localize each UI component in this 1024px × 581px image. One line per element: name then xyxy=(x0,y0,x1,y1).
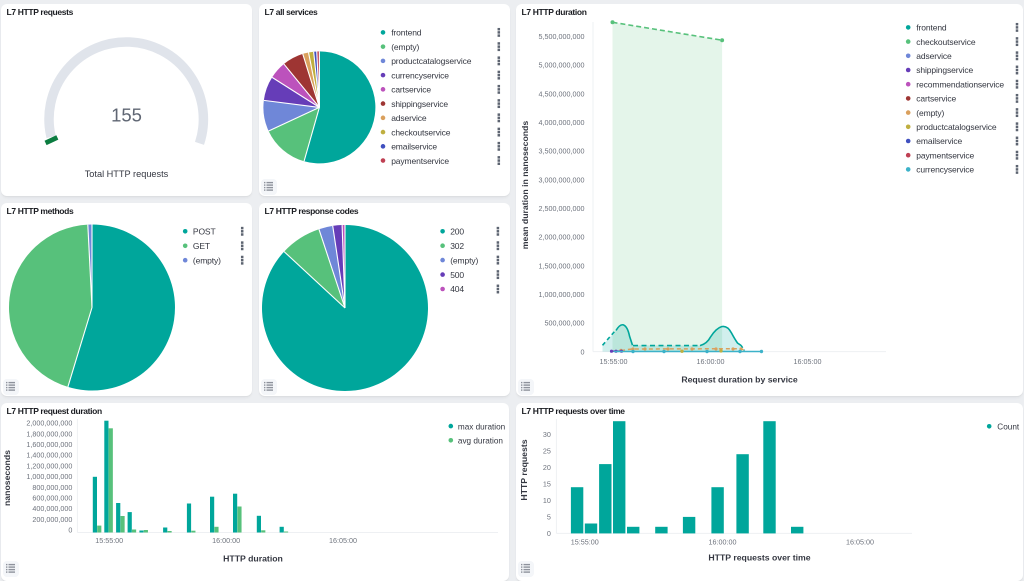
svg-text:frontend: frontend xyxy=(916,23,947,33)
svg-text:GET: GET xyxy=(193,241,210,251)
svg-text:600,000,000: 600,000,000 xyxy=(32,494,72,503)
svg-text:15:55:00: 15:55:00 xyxy=(95,536,123,545)
svg-text:productcatalogservice: productcatalogservice xyxy=(916,122,997,132)
svg-text:1,800,000,000: 1,800,000,000 xyxy=(26,429,72,438)
svg-text:16:00:00: 16:00:00 xyxy=(212,536,240,545)
svg-text:15: 15 xyxy=(543,480,551,489)
svg-text:HTTP requests: HTTP requests xyxy=(519,439,529,500)
svg-text:cartservice: cartservice xyxy=(916,94,956,104)
svg-text:shippingservice: shippingservice xyxy=(391,99,448,109)
svg-text:16:00:00: 16:00:00 xyxy=(709,537,737,546)
svg-text:1,200,000,000: 1,200,000,000 xyxy=(26,461,72,470)
svg-text:HTTP requests over time: HTTP requests over time xyxy=(708,553,810,563)
svg-text:1,500,000,000: 1,500,000,000 xyxy=(539,261,585,270)
svg-text:302: 302 xyxy=(450,241,464,251)
svg-text:adservice: adservice xyxy=(916,51,952,61)
svg-text:2,500,000,000: 2,500,000,000 xyxy=(539,204,585,213)
svg-text:15:55:00: 15:55:00 xyxy=(571,537,599,546)
svg-text:checkoutservice: checkoutservice xyxy=(391,127,451,137)
svg-text:frontend: frontend xyxy=(391,28,422,38)
svg-text:(empty): (empty) xyxy=(450,255,478,265)
svg-text:200,000,000: 200,000,000 xyxy=(32,515,72,524)
svg-text:4,500,000,000: 4,500,000,000 xyxy=(539,89,585,98)
svg-text:404: 404 xyxy=(450,284,464,294)
svg-text:0: 0 xyxy=(68,526,72,535)
svg-text:2,000,000,000: 2,000,000,000 xyxy=(26,419,72,428)
svg-text:currencyservice: currencyservice xyxy=(391,70,449,80)
svg-text:5: 5 xyxy=(547,513,551,522)
svg-text:checkoutservice: checkoutservice xyxy=(916,37,976,47)
svg-text:15:55:00: 15:55:00 xyxy=(600,357,628,366)
svg-text:16:05:00: 16:05:00 xyxy=(846,537,874,546)
svg-text:nanoseconds: nanoseconds xyxy=(2,450,12,506)
svg-text:1,000,000,000: 1,000,000,000 xyxy=(26,472,72,481)
svg-text:200: 200 xyxy=(450,227,464,237)
svg-text:emailservice: emailservice xyxy=(391,142,437,152)
svg-text:shippingservice: shippingservice xyxy=(916,65,973,75)
svg-text:avg duration: avg duration xyxy=(458,437,504,446)
svg-text:Request duration by service: Request duration by service xyxy=(681,375,798,385)
svg-text:currencyservice: currencyservice xyxy=(916,165,974,175)
svg-text:(empty): (empty) xyxy=(391,42,419,52)
svg-text:16:05:00: 16:05:00 xyxy=(329,536,357,545)
svg-text:POST: POST xyxy=(193,227,216,237)
svg-text:cartservice: cartservice xyxy=(391,85,431,95)
svg-text:10: 10 xyxy=(543,496,551,505)
svg-text:16:00:00: 16:00:00 xyxy=(697,357,725,366)
svg-text:400,000,000: 400,000,000 xyxy=(32,504,72,513)
svg-text:(empty): (empty) xyxy=(193,255,221,265)
svg-text:paymentservice: paymentservice xyxy=(391,156,449,166)
svg-text:3,500,000,000: 3,500,000,000 xyxy=(539,147,585,156)
svg-text:30: 30 xyxy=(543,430,551,439)
svg-text:Total HTTP requests: Total HTTP requests xyxy=(85,169,169,179)
svg-text:1,400,000,000: 1,400,000,000 xyxy=(26,451,72,460)
svg-text:1,600,000,000: 1,600,000,000 xyxy=(26,440,72,449)
svg-text:max duration: max duration xyxy=(458,422,506,431)
svg-text:adservice: adservice xyxy=(391,113,427,123)
svg-text:4,000,000,000: 4,000,000,000 xyxy=(539,118,585,127)
svg-text:800,000,000: 800,000,000 xyxy=(32,483,72,492)
svg-text:HTTP duration: HTTP duration xyxy=(223,554,283,564)
svg-text:1,000,000,000: 1,000,000,000 xyxy=(539,290,585,299)
svg-text:paymentservice: paymentservice xyxy=(916,150,974,160)
svg-text:155: 155 xyxy=(111,105,142,126)
svg-text:25: 25 xyxy=(543,447,551,456)
svg-text:5,500,000,000: 5,500,000,000 xyxy=(539,32,585,41)
svg-text:productcatalogservice: productcatalogservice xyxy=(391,56,472,66)
svg-text:0: 0 xyxy=(581,347,585,356)
svg-text:3,000,000,000: 3,000,000,000 xyxy=(539,175,585,184)
svg-text:recommendationservice: recommendationservice xyxy=(916,79,1004,89)
svg-text:mean duration in nanoseconds: mean duration in nanoseconds xyxy=(520,121,530,250)
svg-text:2,000,000,000: 2,000,000,000 xyxy=(539,233,585,242)
svg-text:0: 0 xyxy=(547,529,551,538)
svg-text:500: 500 xyxy=(450,270,464,280)
svg-text:Count: Count xyxy=(997,423,1020,432)
svg-text:20: 20 xyxy=(543,463,551,472)
svg-text:5,000,000,000: 5,000,000,000 xyxy=(539,61,585,70)
svg-text:16:05:00: 16:05:00 xyxy=(794,357,822,366)
svg-text:(empty): (empty) xyxy=(916,108,944,118)
svg-text:emailservice: emailservice xyxy=(916,136,962,146)
svg-text:500,000,000: 500,000,000 xyxy=(545,319,585,328)
